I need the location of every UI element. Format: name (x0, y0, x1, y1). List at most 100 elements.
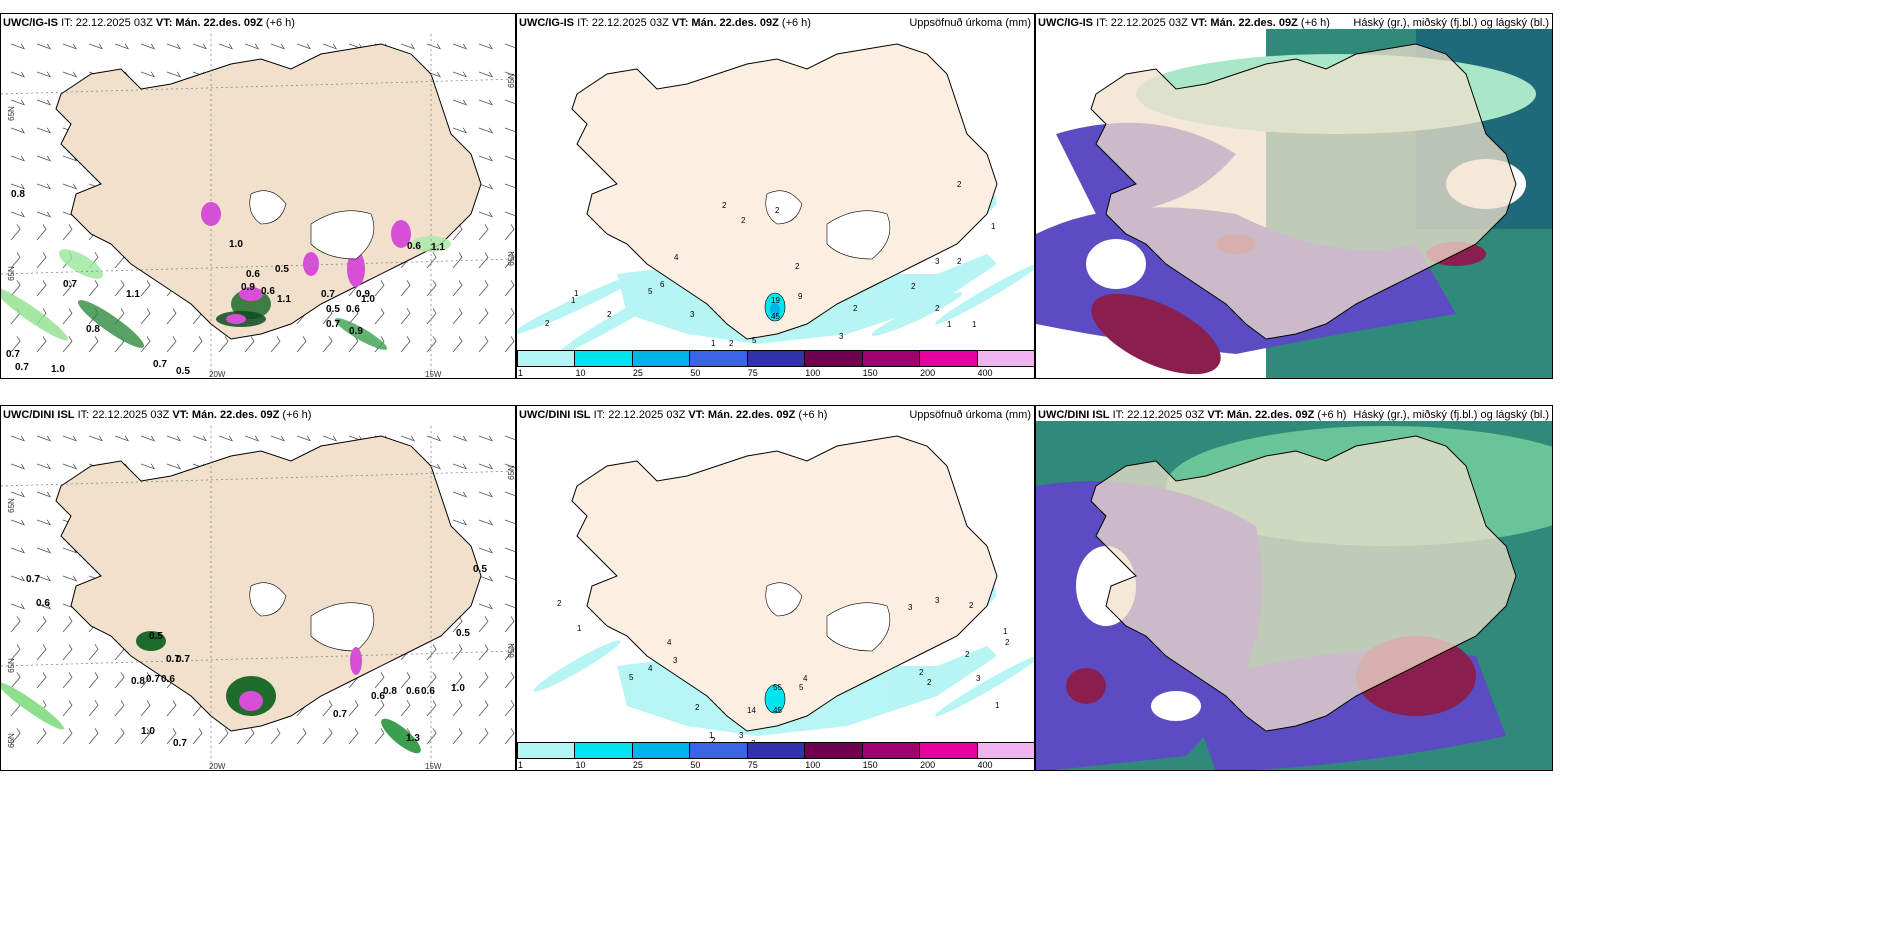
precip-value-label: 3 (739, 731, 744, 740)
precip-value-label: 2 (729, 339, 734, 348)
legend-tick: 75 (747, 760, 758, 770)
precip-value-label: 1 (947, 320, 952, 329)
legend-swatch (517, 350, 576, 367)
precip-value-label: 1 (972, 320, 977, 329)
wind-value-label: 0.7 (173, 738, 187, 749)
wind-value-label: 0.7 (146, 674, 160, 685)
precip-value-label: 2 (969, 601, 974, 610)
wind-value-label: 0.7 (333, 709, 347, 720)
wind-map-panel-top: UWC/IG-IS IT: 22.12.2025 03Z VT: Mán. 22… (0, 13, 516, 379)
wind-value-label: 1.0 (451, 683, 465, 694)
legend-swatch (976, 350, 1034, 367)
lat-label: 65N (506, 465, 516, 480)
precip-value-label: 2 (1005, 638, 1010, 647)
panel-title: UWC/IG-IS IT: 22.12.2025 03Z VT: Mán. 22… (1038, 17, 1330, 29)
precip-value-label: 2 (545, 319, 550, 328)
precip-value-label: 3 (935, 596, 940, 605)
legend-swatch (804, 742, 863, 759)
precip-title: Uppsöfnuð úrkoma (mm) (909, 409, 1031, 421)
precip-value-label: 4 (667, 638, 672, 647)
wind-value-label: 0.7 (15, 362, 29, 373)
precip-value-label: 19 (771, 296, 780, 305)
precip-value-label: 1 (991, 222, 996, 231)
panel-title: UWC/DINI ISL IT: 22.12.2025 03Z VT: Mán.… (1038, 409, 1347, 421)
wind-value-label: 0.8 (383, 686, 397, 697)
wind-value-label: 1.0 (51, 364, 65, 375)
wind-value-label: 0.7 (176, 654, 190, 665)
wind-value-label: 0.7 (6, 349, 20, 360)
wind-value-label: 0.7 (26, 574, 40, 585)
wind-value-label: 1.3 (406, 733, 420, 744)
legend-tick: 1 (518, 760, 524, 770)
precip-value-label: 45 (771, 312, 780, 321)
precip-value-label: 2 (935, 304, 940, 313)
cloud-map (1036, 421, 1552, 770)
legend-swatch (574, 350, 633, 367)
legend-tick: 10 (575, 760, 586, 770)
wind-value-label: 0.8 (11, 189, 25, 200)
precip-value-label: 3 (673, 656, 678, 665)
legend-tick: 200 (920, 368, 936, 378)
precip-value-label: 5 (629, 673, 634, 682)
precip-value-label: 2 (957, 257, 962, 266)
legend-tick: 1 (518, 368, 524, 378)
precip-value-label: 4 (674, 253, 679, 262)
panel-title: UWC/IG-IS IT: 22.12.2025 03Z VT: Mán. 22… (3, 17, 295, 29)
wind-map (1, 34, 515, 378)
wind-value-label: 0.5 (326, 304, 340, 315)
legend-swatch (574, 742, 633, 759)
wind-value-label: 1.1 (126, 289, 140, 300)
cloud-map-panel-bottom: UWC/DINI ISL IT: 22.12.2025 03Z VT: Mán.… (1035, 405, 1553, 771)
wind-map-panel-bottom: UWC/DINI ISL IT: 22.12.2025 03Z VT: Mán.… (0, 405, 516, 771)
panel-title: UWC/IG-IS IT: 22.12.2025 03Z VT: Mán. 22… (519, 17, 811, 29)
lat-label: 65N (6, 106, 16, 121)
precip-value-label: 2 (927, 678, 932, 687)
legend-tick: 150 (862, 760, 878, 770)
wind-value-label: 1.1 (431, 242, 445, 253)
precip-value-label: 3 (690, 310, 695, 319)
cloud-title: Háský (gr.), miðský (fj.bl.) og lágský (… (1353, 409, 1549, 421)
wind-value-label: 0.6 (261, 286, 275, 297)
precip-value-label: 3 (935, 257, 940, 266)
precip-value-label: 1 (574, 289, 579, 298)
legend-tick: 50 (690, 368, 701, 378)
precip-value-label: 3 (839, 332, 844, 341)
wind-value-label: 0.5 (275, 264, 289, 275)
precip-value-label: 5 (648, 287, 653, 296)
precip-legend: 1 10 25 50 75 100 150 200 400 (517, 350, 1034, 378)
precip-value-label: 1 (709, 731, 714, 740)
legend-tick: 150 (862, 368, 878, 378)
precip-value-label: 1 (1003, 627, 1008, 636)
wind-value-label: 0.5 (473, 564, 487, 575)
wind-value-label: 0.5 (176, 366, 190, 377)
legend-tick: 25 (632, 760, 643, 770)
cloud-map-panel-top: UWC/IG-IS IT: 22.12.2025 03Z VT: Mán. 22… (1035, 13, 1553, 379)
legend-swatch (631, 350, 691, 367)
wind-value-label: 1.0 (229, 239, 243, 250)
legend-tick: 200 (920, 760, 936, 770)
wind-value-label: 0.6 (36, 598, 50, 609)
wind-value-label: 0.9 (241, 282, 255, 293)
lat-label: 65N (506, 643, 516, 658)
precip-value-label: 6 (660, 280, 665, 289)
precip-value-label: 1 (995, 701, 1000, 710)
lon-label-15w: 15W (425, 762, 442, 771)
precip-value-label: 2 (795, 262, 800, 271)
wind-value-label: 0.7 (321, 289, 335, 300)
precip-value-label: 45 (773, 706, 782, 715)
precip-value-label: 2 (607, 310, 612, 319)
lat-label: 65N (506, 73, 516, 88)
snow-areas (249, 190, 375, 260)
wind-value-label: 0.6 (161, 674, 175, 685)
precip-value-label: 5 (752, 336, 757, 345)
precip-value-label: 55 (773, 683, 782, 692)
legend-swatch (746, 742, 806, 759)
wind-value-label: 0.7 (166, 654, 180, 665)
precip-value-label: 2 (741, 216, 746, 225)
lat-label: 65N (6, 733, 16, 748)
wind-value-label: 0.8 (131, 676, 145, 687)
precip-legend: 1 10 25 50 75 100 150 200 400 (517, 742, 1034, 770)
precip-map (533, 435, 1034, 736)
legend-tick: 50 (690, 760, 701, 770)
wind-value-label: 0.9 (356, 289, 370, 300)
